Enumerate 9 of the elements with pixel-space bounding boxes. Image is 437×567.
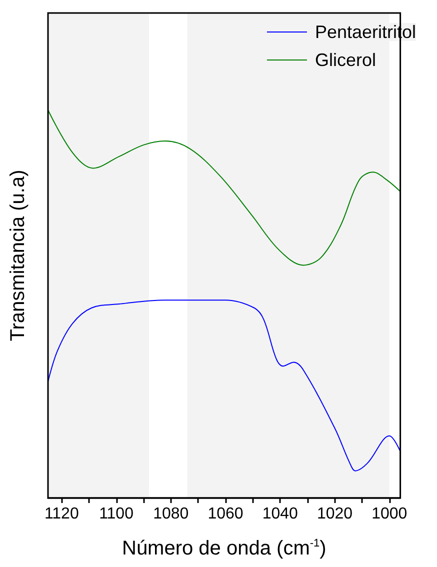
y-axis-title: Transmitancia (u.a) xyxy=(7,170,29,342)
legend-label: Glicerol xyxy=(314,50,376,70)
x-tick-label: 1100 xyxy=(99,506,134,522)
x-tick-label: 1000 xyxy=(372,506,408,522)
x-tick-label: 1020 xyxy=(316,506,353,522)
x-tick-label: 1080 xyxy=(153,506,189,522)
x-tick-label: 1060 xyxy=(208,506,244,522)
x-tick-label: 1120 xyxy=(44,506,79,522)
x-tick-label: 1040 xyxy=(262,506,298,522)
